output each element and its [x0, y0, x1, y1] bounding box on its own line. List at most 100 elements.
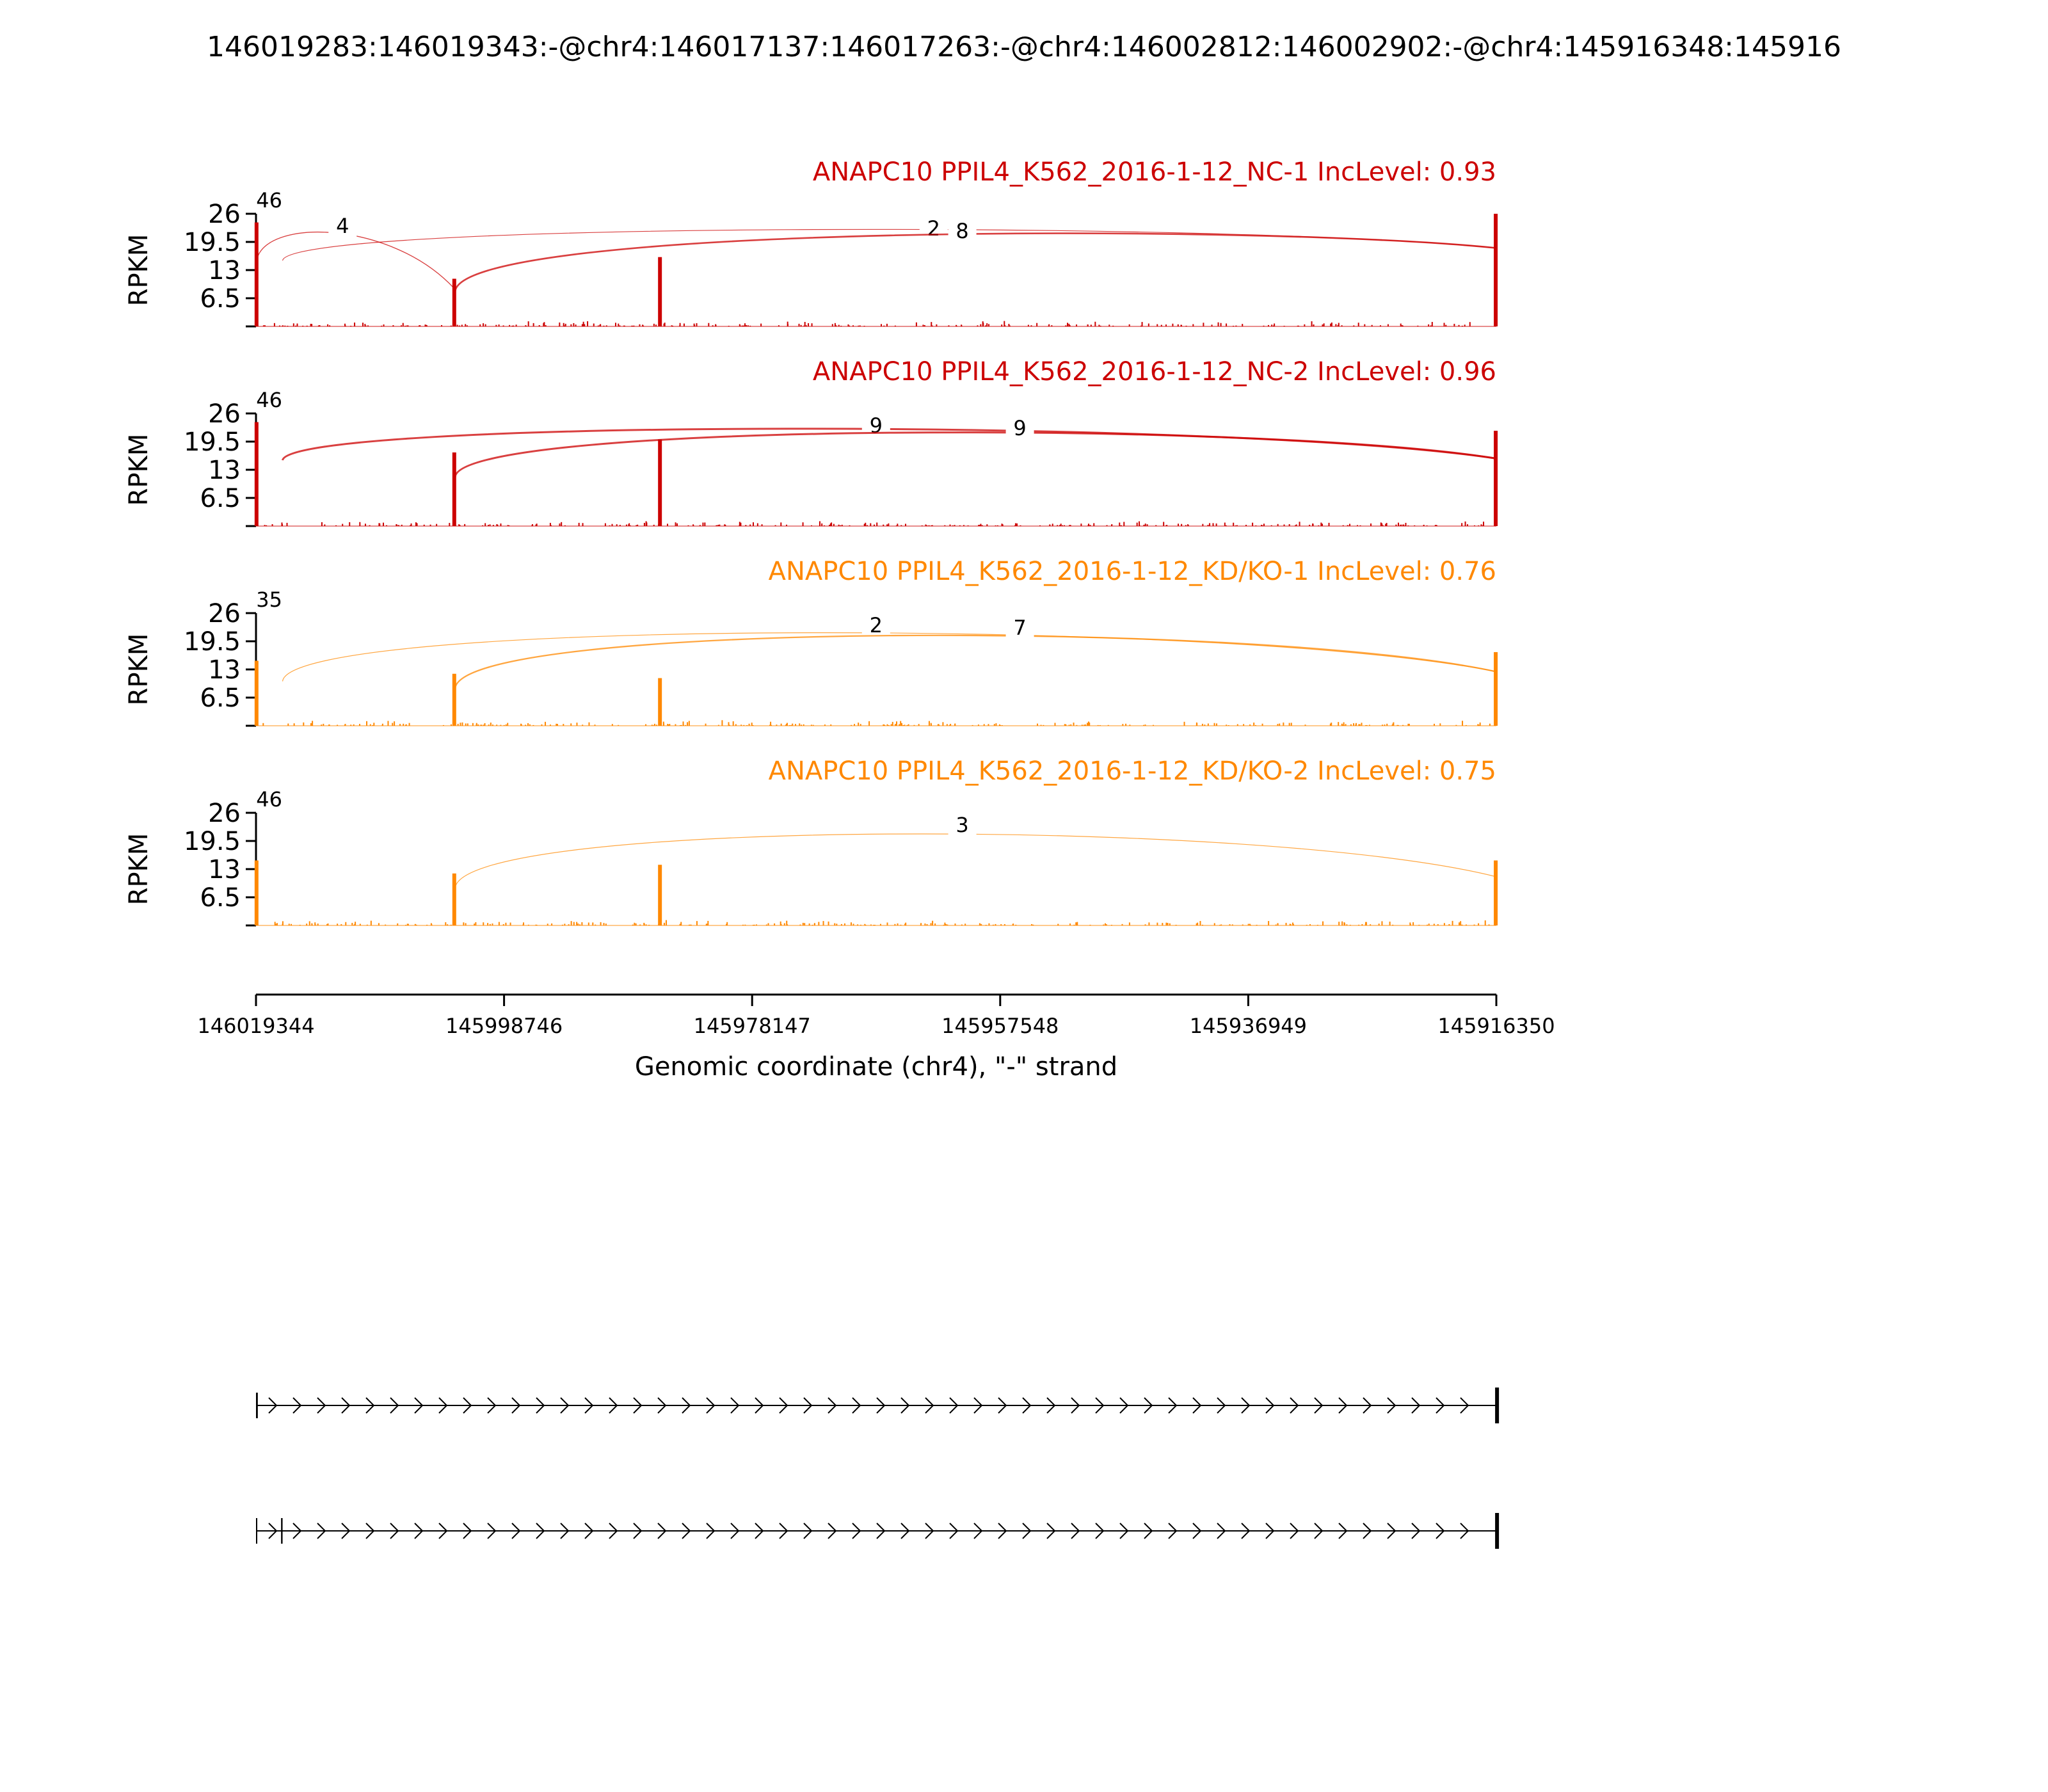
strand-chevron — [1290, 1397, 1299, 1414]
x-tick-label: 145998746 — [445, 1014, 563, 1038]
track-2: ANAPC10 PPIL4_K562_2016-1-12_NC-2 IncLev… — [124, 357, 1498, 527]
transcript-1 — [256, 1388, 1500, 1423]
x-tick-label: 145957548 — [941, 1014, 1059, 1038]
junction-label-bg — [948, 814, 977, 837]
junction-label: 3 — [956, 813, 968, 837]
y-tick-label: 6.5 — [200, 284, 241, 314]
strand-chevron — [1046, 1523, 1056, 1539]
strand-chevron — [1387, 1523, 1396, 1539]
strand-chevron — [682, 1397, 691, 1414]
strand-chevron — [1363, 1523, 1372, 1539]
junction-label-bg — [328, 215, 357, 238]
strand-chevron — [1119, 1523, 1129, 1539]
strand-chevron — [317, 1523, 326, 1539]
strand-chevron — [803, 1523, 813, 1539]
junction-label-bg — [1005, 417, 1034, 440]
strand-chevron — [1192, 1523, 1202, 1539]
y-tick-label: 13 — [208, 855, 241, 884]
strand-chevron — [1241, 1523, 1251, 1539]
strand-chevron — [779, 1397, 788, 1414]
y-tick-label: 26 — [208, 200, 241, 229]
y-tick-label: 13 — [208, 256, 241, 285]
y-axis-label: RPKM — [124, 634, 154, 706]
junction-label: 46 — [256, 787, 282, 812]
strand-chevron — [511, 1523, 521, 1539]
strand-chevron — [1338, 1523, 1348, 1539]
strand-chevron — [560, 1523, 570, 1539]
strand-chevron — [1314, 1397, 1324, 1414]
junction-label: 35 — [256, 588, 282, 612]
strand-chevron — [1217, 1523, 1226, 1539]
y-axis-label: RPKM — [124, 833, 154, 906]
strand-chevron — [900, 1523, 910, 1539]
track-3: ANAPC10 PPIL4_K562_2016-1-12_KD/KO-1 Inc… — [124, 557, 1498, 727]
track-title: ANAPC10 PPIL4_K562_2016-1-12_KD/KO-1 Inc… — [769, 557, 1496, 586]
strand-chevron — [1411, 1523, 1421, 1539]
coverage-peak — [658, 678, 662, 726]
strand-chevron — [755, 1397, 764, 1414]
strand-chevron — [900, 1397, 910, 1414]
strand-chevron — [852, 1523, 861, 1539]
track-4: ANAPC10 PPIL4_K562_2016-1-12_KD/KO-2 Inc… — [124, 756, 1498, 927]
junction-arc — [454, 232, 1496, 292]
track-title: ANAPC10 PPIL4_K562_2016-1-12_KD/KO-2 Inc… — [769, 756, 1496, 786]
strand-chevron — [414, 1397, 424, 1414]
junction-arc — [454, 833, 1496, 888]
junction-arc — [454, 431, 1496, 477]
coverage-peak — [658, 865, 662, 925]
strand-chevron — [390, 1397, 399, 1414]
strand-chevron — [365, 1397, 375, 1414]
y-axis-label: RPKM — [124, 434, 154, 506]
strand-chevron — [341, 1397, 351, 1414]
strand-chevron — [1436, 1397, 1445, 1414]
strand-chevron — [755, 1523, 764, 1539]
coverage-peak — [658, 257, 662, 326]
junction-arc — [256, 232, 454, 289]
x-axis-label: Genomic coordinate (chr4), "-" strand — [635, 1052, 1117, 1082]
x-tick-label: 146019344 — [197, 1014, 314, 1038]
junction-label: 2 — [927, 216, 940, 241]
strand-chevron — [511, 1397, 521, 1414]
strand-chevron — [973, 1523, 983, 1539]
strand-chevron — [317, 1397, 326, 1414]
strand-chevron — [949, 1523, 959, 1539]
y-tick-label: 13 — [208, 655, 241, 685]
strand-chevron — [1095, 1523, 1105, 1539]
strand-chevron — [1119, 1397, 1129, 1414]
coverage-peak — [452, 673, 456, 726]
x-tick-label: 145936949 — [1190, 1014, 1307, 1038]
junction-arc — [282, 228, 1496, 261]
y-tick-label: 19.5 — [184, 627, 241, 657]
coverage-peak — [1494, 652, 1498, 726]
transcript-exon — [256, 1393, 258, 1418]
strand-chevron — [536, 1523, 545, 1539]
strand-chevron — [487, 1397, 497, 1414]
strand-chevron — [949, 1397, 959, 1414]
strand-chevron — [365, 1523, 375, 1539]
strand-chevron — [657, 1523, 667, 1539]
y-tick-label: 19.5 — [184, 827, 241, 856]
coverage-peak — [254, 422, 259, 526]
junction-label: 4 — [336, 214, 349, 238]
y-tick-label: 26 — [208, 399, 241, 429]
coverage-peak — [254, 860, 259, 925]
strand-chevron — [803, 1397, 813, 1414]
y-tick-label: 13 — [208, 456, 241, 485]
transcript-2 — [256, 1513, 1500, 1549]
strand-chevron — [682, 1523, 691, 1539]
junction-label-bg — [1005, 617, 1034, 640]
strand-chevron — [609, 1523, 618, 1539]
junction-label: 9 — [1013, 416, 1026, 440]
strand-chevron — [633, 1397, 643, 1414]
strand-chevron — [998, 1397, 1007, 1414]
strand-chevron — [560, 1397, 570, 1414]
junction-arc — [454, 634, 1496, 689]
strand-chevron — [1363, 1397, 1372, 1414]
y-tick-label: 6.5 — [200, 684, 241, 713]
junction-label: 46 — [256, 388, 282, 412]
coverage-peak — [1494, 431, 1498, 526]
strand-chevron — [925, 1397, 934, 1414]
strand-chevron — [609, 1397, 618, 1414]
junction-label: 2 — [870, 613, 883, 637]
